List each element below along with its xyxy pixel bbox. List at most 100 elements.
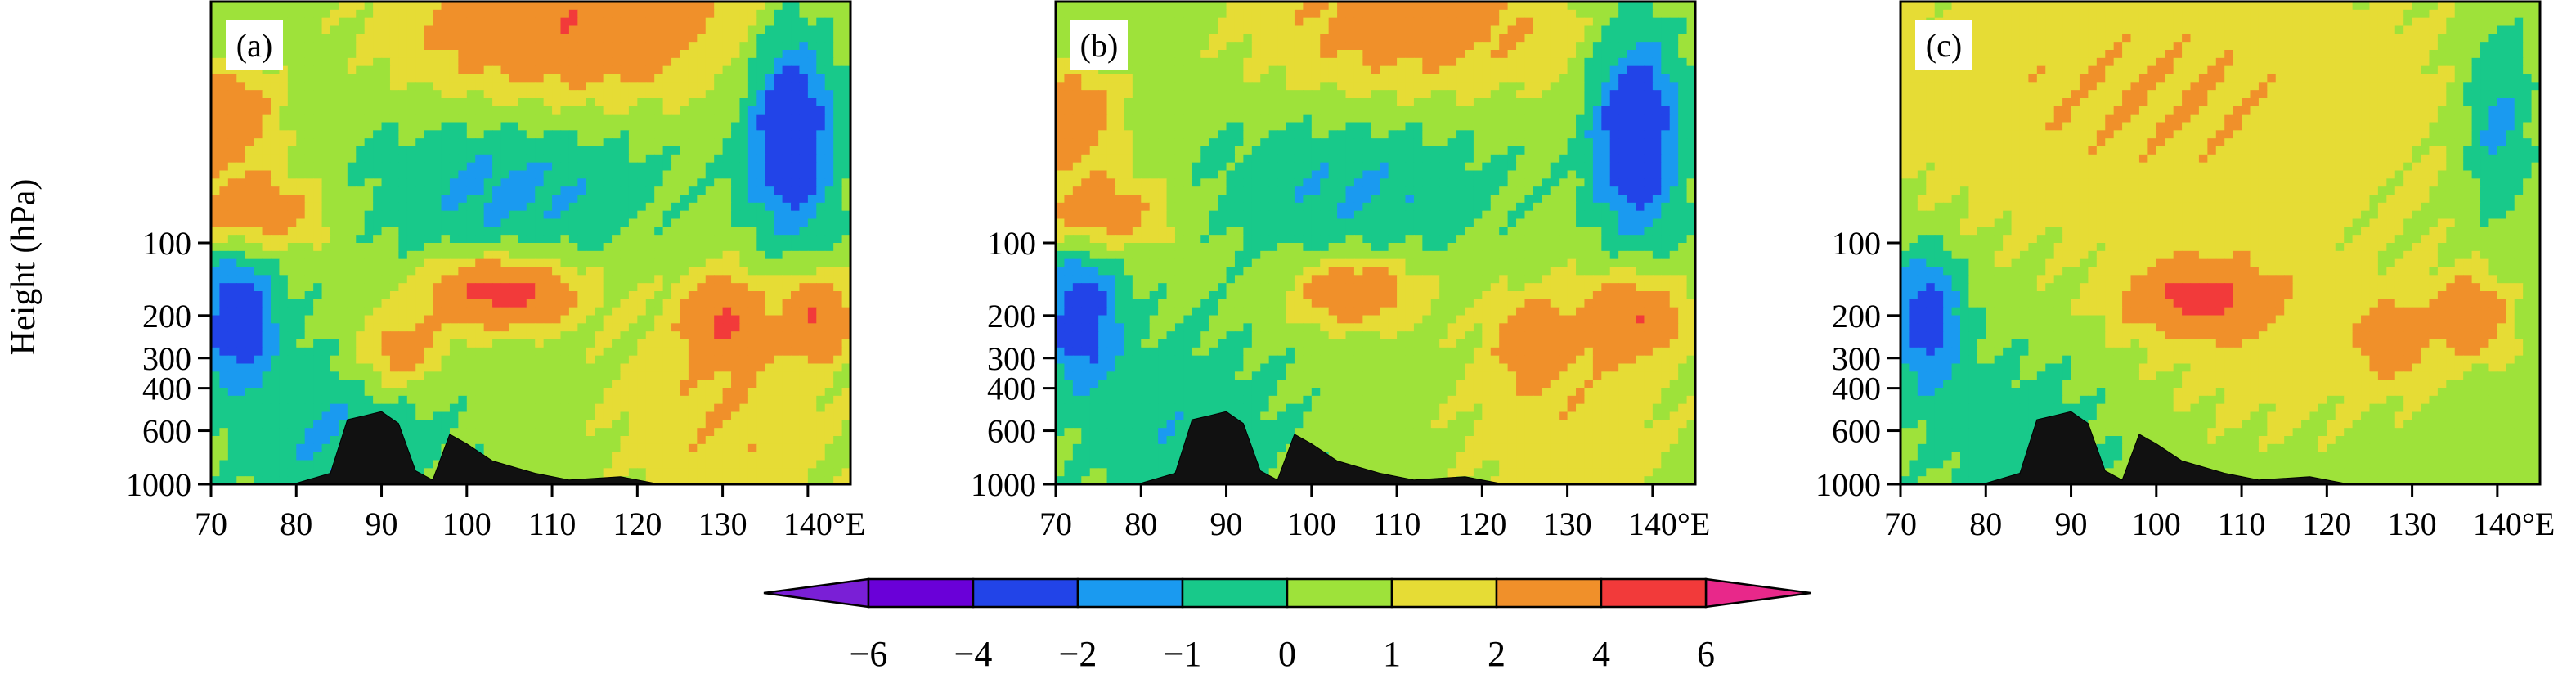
heatmap-cell xyxy=(406,178,416,187)
heatmap-cell xyxy=(577,106,587,115)
heatmap-cell xyxy=(1439,25,1449,34)
heatmap-cell xyxy=(1251,2,1261,11)
heatmap-cell xyxy=(211,299,221,308)
heatmap-cell xyxy=(287,106,297,115)
heatmap-cell xyxy=(1277,25,1287,34)
heatmap-cell xyxy=(1533,2,1542,11)
heatmap-cell xyxy=(620,50,630,59)
heatmap-cell xyxy=(620,323,630,332)
heatmap-cell xyxy=(313,331,323,340)
heatmap-cell xyxy=(586,460,595,469)
heatmap-cell xyxy=(321,267,331,276)
heatmap-cell xyxy=(1183,25,1193,34)
heatmap-cell xyxy=(654,106,664,115)
heatmap-cell xyxy=(603,307,613,317)
heatmap-cell xyxy=(688,275,698,284)
heatmap-cell xyxy=(389,243,399,252)
heatmap-cell xyxy=(219,355,229,365)
heatmap-cell xyxy=(406,90,416,99)
heatmap-cell xyxy=(824,403,834,413)
heatmap-cell xyxy=(782,275,792,284)
heatmap-cell xyxy=(833,74,843,83)
heatmap-cell xyxy=(731,170,741,179)
heatmap-cell xyxy=(552,25,562,34)
heatmap-cell xyxy=(774,403,783,413)
heatmap-cell xyxy=(475,65,485,75)
heatmap-cell xyxy=(756,395,766,405)
heatmap-cell xyxy=(774,258,783,268)
heatmap-cell xyxy=(603,162,613,172)
heatmap-cell xyxy=(816,347,826,357)
heatmap-cell xyxy=(458,74,468,83)
heatmap-cell xyxy=(680,114,689,124)
heatmap-cell xyxy=(833,82,843,91)
heatmap-cell xyxy=(1490,42,1500,51)
heatmap-cell xyxy=(560,9,570,19)
heatmap-cell xyxy=(279,395,289,405)
heatmap-cell xyxy=(816,90,826,99)
heatmap-cell xyxy=(492,82,502,91)
heatmap-cell xyxy=(466,299,476,308)
heatmap-cell xyxy=(356,411,366,420)
heatmap-cell xyxy=(518,195,527,204)
heatmap-cell xyxy=(705,331,715,340)
heatmap-cell xyxy=(339,170,348,179)
heatmap-cell xyxy=(356,90,366,99)
heatmap-cell xyxy=(270,283,280,292)
heatmap-cell xyxy=(662,186,672,195)
heatmap-cell xyxy=(637,363,647,372)
heatmap-cell xyxy=(227,98,237,107)
heatmap-cell xyxy=(560,468,570,477)
heatmap-cell xyxy=(466,34,476,43)
heatmap-cell xyxy=(612,17,622,27)
heatmap-cell xyxy=(833,411,843,420)
heatmap-cell xyxy=(654,218,664,227)
heatmap-cell xyxy=(313,267,323,276)
heatmap-cell xyxy=(1584,25,1594,34)
heatmap-cell xyxy=(364,380,374,389)
heatmap-cell xyxy=(595,283,604,292)
heatmap-cell xyxy=(645,98,655,107)
heatmap-cell xyxy=(406,50,416,59)
heatmap-cell xyxy=(722,283,732,292)
heatmap-cell xyxy=(509,283,518,292)
heatmap-cell xyxy=(466,283,476,292)
heatmap-cell xyxy=(296,82,306,91)
heatmap-cell xyxy=(662,363,672,372)
heatmap-cell xyxy=(731,267,741,276)
heatmap-cell xyxy=(662,2,672,11)
heatmap-cell xyxy=(782,9,792,19)
heatmap-cell xyxy=(433,380,442,389)
heatmap-cell xyxy=(628,460,638,469)
heatmap-cell xyxy=(1618,25,1628,34)
heatmap-cell xyxy=(1652,25,1662,34)
heatmap-cell xyxy=(637,227,647,236)
heatmap-cell xyxy=(245,267,254,276)
heatmap-cell xyxy=(841,371,850,380)
heatmap-cell xyxy=(526,90,536,99)
heatmap-cell xyxy=(227,178,237,187)
heatmap-cell xyxy=(552,74,562,83)
heatmap-cell xyxy=(415,34,425,43)
heatmap-cell xyxy=(577,130,587,139)
heatmap-cell xyxy=(483,42,493,51)
heatmap-cell xyxy=(824,9,834,19)
heatmap-cell xyxy=(586,114,595,124)
heatmap-cell xyxy=(747,275,757,284)
heatmap-cell xyxy=(586,106,595,115)
heatmap-cell xyxy=(612,347,622,357)
heatmap-cell xyxy=(671,275,681,284)
heatmap-cell xyxy=(654,154,664,164)
heatmap-cell xyxy=(279,299,289,308)
heatmap-cell xyxy=(227,428,237,437)
heatmap-cell xyxy=(398,371,408,380)
heatmap-cell xyxy=(441,395,451,405)
heatmap-cell xyxy=(568,428,578,437)
heatmap-cell xyxy=(227,218,237,227)
heatmap-cell xyxy=(1260,25,1270,34)
heatmap-cell xyxy=(364,315,374,324)
heatmap-cell xyxy=(347,34,357,43)
heatmap-cell xyxy=(398,34,408,43)
heatmap-cell xyxy=(824,57,834,67)
